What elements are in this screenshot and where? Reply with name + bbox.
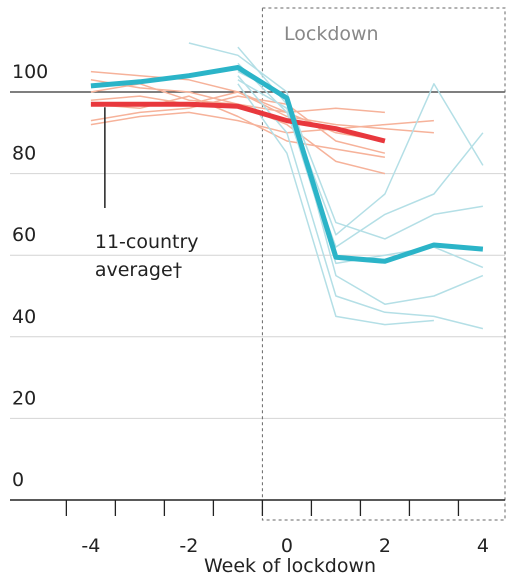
x-tick-label: -2 bbox=[179, 535, 198, 557]
lockdown-box bbox=[261, 7, 506, 521]
x-axis-title: Week of lockdown bbox=[204, 555, 376, 577]
annotation-text: 11-country bbox=[95, 231, 199, 253]
series-line bbox=[90, 111, 434, 134]
series-line bbox=[90, 95, 386, 154]
x-tick-label: 4 bbox=[477, 535, 489, 557]
series-line bbox=[90, 101, 386, 144]
x-tick-label: 0 bbox=[281, 535, 293, 557]
x-tick-label: 2 bbox=[379, 535, 391, 557]
series-line bbox=[237, 75, 484, 330]
y-tick-label: 80 bbox=[12, 143, 36, 165]
series-line bbox=[237, 46, 484, 236]
y-tick-label: 0 bbox=[12, 469, 24, 491]
y-tick-label: 20 bbox=[12, 387, 36, 409]
y-tick-label: 60 bbox=[12, 224, 36, 246]
series-line bbox=[90, 95, 386, 159]
y-tick-label: 100 bbox=[12, 61, 48, 83]
series-line bbox=[90, 65, 484, 264]
annotation-text: average† bbox=[95, 259, 182, 281]
y-tick-label: 40 bbox=[12, 306, 36, 328]
x-tick-label: -4 bbox=[81, 535, 100, 557]
series-line bbox=[237, 83, 434, 326]
series-line bbox=[237, 62, 484, 248]
series-line bbox=[188, 42, 484, 305]
lockdown-label: Lockdown bbox=[284, 23, 379, 45]
